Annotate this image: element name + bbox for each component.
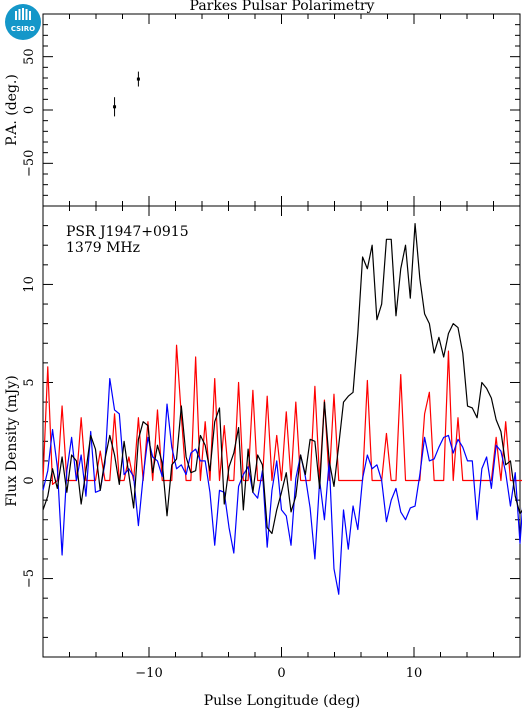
flux-ylabel: Flux Density (mJy)	[4, 375, 20, 506]
longitude-xtick-label: −10	[135, 666, 162, 681]
csiro-logo-text: CSIRO	[11, 25, 35, 33]
chart-title: Parkes Pulsar Polarimetry	[190, 0, 375, 14]
csiro-logo: CSIRO	[5, 4, 41, 40]
pa-ytick-label: −50	[22, 150, 37, 177]
pa-point	[113, 105, 117, 109]
frequency-label: 1379 MHz	[66, 240, 140, 256]
pa-ylabel: P.A. (deg.)	[4, 74, 20, 146]
profile-panel: −5 0 5 10 −10 0 10 PSR J1947+0915 1379 MHz Flu…	[4, 205, 522, 709]
pa-tick-labels: −50 0 50	[22, 48, 37, 177]
pa-ytick-label: 0	[22, 106, 37, 114]
pa-point	[136, 77, 140, 81]
longitude-xtick-label: 10	[406, 666, 423, 681]
csiro-logo-circle	[5, 4, 41, 40]
profile-series-line	[42, 223, 522, 535]
pa-ticks	[42, 14, 521, 206]
profile-series	[42, 223, 522, 595]
pulsar-name-label: PSR J1947+0915	[66, 224, 189, 240]
csiro-logo-bars-icon	[15, 8, 31, 20]
pa-points	[113, 71, 140, 117]
profile-panel-frame	[42, 205, 521, 658]
flux-ytick-label: 5	[22, 378, 37, 386]
pa-panel: −50 0 50 P.A. (deg.)	[4, 13, 521, 207]
flux-ytick-label: −5	[22, 569, 37, 588]
longitude-xlabel: Pulse Longitude (deg)	[204, 693, 361, 709]
pa-ytick-label: 50	[22, 48, 37, 65]
profile-tick-labels: −5 0 5 10 −10 0 10	[22, 276, 422, 681]
longitude-xtick-label: 0	[277, 666, 285, 681]
profile-series-line	[42, 344, 522, 486]
profile-series-line	[42, 377, 522, 595]
flux-ytick-label: 10	[22, 276, 37, 293]
profile-ticks	[42, 206, 521, 657]
flux-ytick-label: 0	[22, 476, 37, 484]
